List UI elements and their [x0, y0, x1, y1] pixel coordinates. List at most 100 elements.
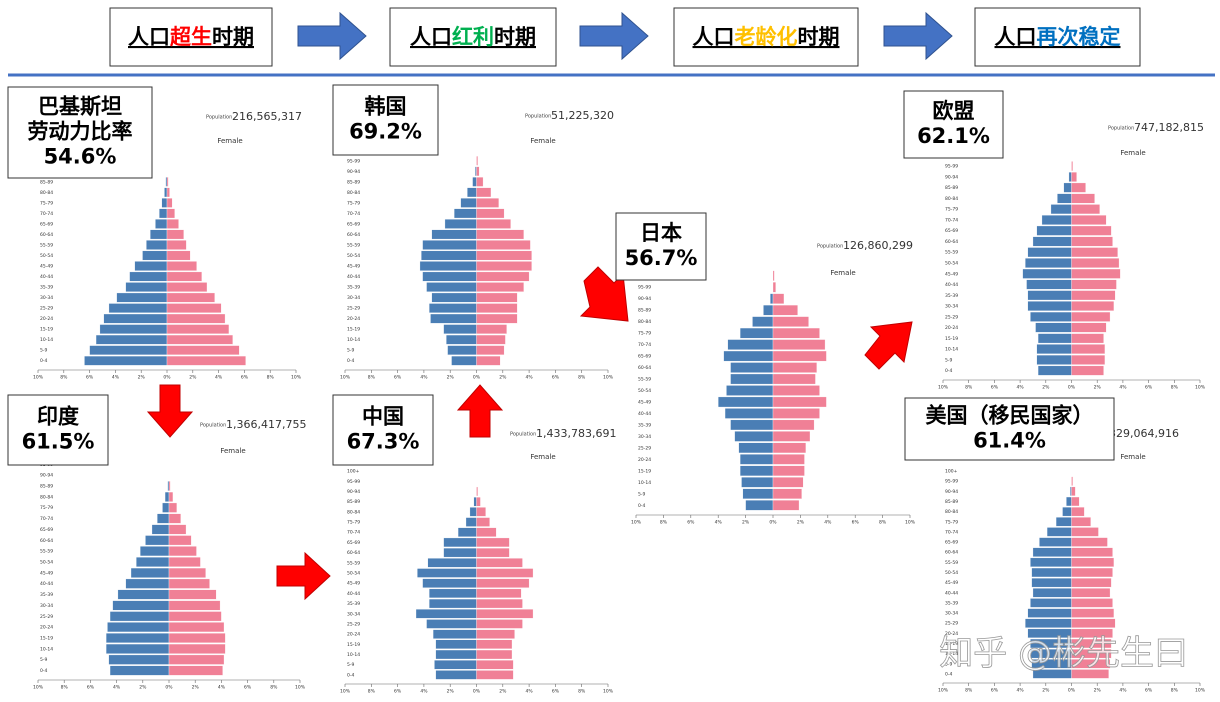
bar [430, 313, 477, 324]
bar [772, 396, 827, 408]
x-tick-label: 4% [526, 375, 534, 381]
population-label: Population [525, 114, 551, 120]
bar [739, 465, 774, 477]
bar [476, 619, 523, 629]
age-label: 70-74 [638, 342, 651, 348]
age-label: 0-4 [945, 671, 952, 677]
bar [166, 208, 175, 219]
bar [112, 600, 170, 611]
stage-title: 人口红利时期 [410, 25, 536, 49]
bar [1070, 486, 1072, 496]
x-tick-label: 10% [1195, 688, 1206, 694]
bar [1071, 182, 1086, 193]
flow-arrow [579, 11, 649, 61]
bar [447, 345, 477, 355]
x-tick-label: 4% [824, 520, 832, 526]
age-label: 95-99 [347, 479, 360, 485]
age-label: 70-74 [347, 211, 360, 217]
bar [1071, 598, 1113, 608]
bar [168, 491, 174, 502]
bar [1071, 301, 1115, 311]
bar [166, 219, 179, 229]
age-label: 50-54 [638, 388, 651, 394]
bar [476, 517, 490, 527]
age-label: 40-44 [945, 590, 958, 596]
bar [1027, 247, 1072, 258]
age-label: 75-79 [40, 505, 53, 511]
age-label: 25-29 [40, 614, 53, 620]
age-label: 95-99 [945, 479, 958, 485]
bar [168, 535, 192, 546]
age-label: 30-34 [347, 295, 360, 301]
bar [476, 568, 534, 578]
flow-arrow [297, 11, 367, 61]
bar [435, 649, 477, 660]
age-label: 15-19 [40, 636, 53, 642]
bar [772, 350, 827, 362]
bar [476, 156, 478, 166]
age-label: 50-54 [347, 253, 360, 259]
bar [116, 292, 168, 303]
bar [763, 304, 774, 316]
bar [168, 665, 223, 676]
bar [1071, 215, 1107, 225]
age-label: 65-69 [945, 540, 958, 546]
bar [134, 261, 168, 271]
bar [422, 240, 477, 250]
bar [465, 517, 477, 527]
bar [1071, 258, 1120, 268]
bar [1022, 268, 1072, 279]
bar [168, 567, 206, 578]
x-tick-label: 2% [797, 520, 805, 526]
callout-text: 62.1% [917, 124, 990, 148]
age-label: 30-34 [40, 603, 53, 609]
bar [473, 497, 477, 507]
callout-box [7, 86, 153, 179]
callout-box [332, 84, 439, 156]
x-tick-label: 10% [905, 520, 916, 526]
age-label: 55-59 [347, 560, 360, 566]
bar [117, 589, 170, 600]
bar [166, 313, 226, 324]
stage-title-part: 人口 [693, 25, 735, 49]
bar [1032, 588, 1072, 598]
stage-title: 人口老龄化时期 [693, 25, 840, 49]
bar [772, 270, 775, 281]
bar [724, 408, 774, 419]
age-label: 65-69 [347, 540, 360, 546]
bar [431, 292, 477, 303]
age-label: 30-34 [945, 611, 958, 617]
population-label: Population [200, 423, 226, 429]
bar [1030, 557, 1072, 567]
bar [140, 546, 170, 557]
bar [166, 292, 215, 303]
age-label: 85-89 [638, 308, 651, 314]
bar [1071, 161, 1073, 172]
age-label: 0-4 [638, 503, 645, 509]
bar [1071, 618, 1116, 628]
stage-box [109, 7, 273, 67]
population: 329,064,916 [1109, 427, 1179, 440]
red-arrow [276, 551, 331, 601]
age-label: 70-74 [40, 211, 53, 217]
bar [1071, 311, 1111, 322]
age-label: 65-69 [945, 228, 958, 234]
callout-text: 54.6% [44, 145, 117, 169]
bar [772, 385, 820, 396]
bar [476, 649, 513, 660]
age-label: 35-39 [40, 592, 53, 598]
age-label: 0-4 [945, 368, 952, 374]
callout-text: 印度 [37, 405, 79, 429]
x-tick-label: 10% [938, 385, 949, 391]
bar [730, 419, 774, 431]
flow-arrow [883, 11, 953, 61]
bar [718, 396, 774, 408]
legend-label: Female [530, 137, 555, 145]
bar [772, 442, 807, 454]
bar [772, 419, 815, 431]
callout-text: 69.2% [349, 120, 422, 144]
x-tick-label: 8% [1171, 688, 1179, 694]
bar [1050, 204, 1072, 215]
age-label: 85-89 [945, 499, 958, 505]
age-label: 90-94 [347, 169, 360, 175]
